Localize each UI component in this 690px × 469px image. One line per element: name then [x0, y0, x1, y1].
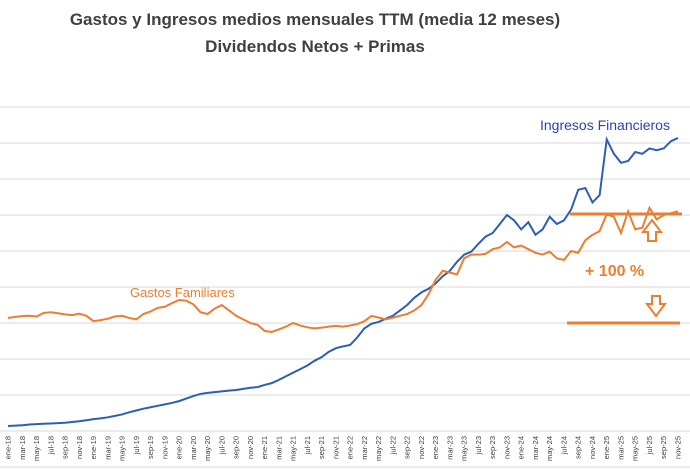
x-tick-label: may-24 — [545, 436, 554, 461]
x-tick-label: mar-20 — [189, 436, 198, 460]
x-tick-label: may-21 — [289, 436, 298, 461]
x-tick-label: may-25 — [631, 436, 640, 461]
x-tick-label: sep-21 — [317, 436, 326, 459]
x-tick-label: sep-23 — [488, 436, 497, 459]
x-tick-label: nov-18 — [75, 436, 84, 459]
x-tick-label: nov-20 — [246, 436, 255, 459]
x-tick-label: nov-23 — [502, 436, 511, 459]
x-tick-label: may-18 — [32, 436, 41, 461]
x-tick-label: ene-20 — [175, 436, 184, 459]
x-tick-label: may-22 — [374, 436, 383, 461]
x-tick-label: ene-25 — [602, 436, 611, 459]
x-tick-label: nov-22 — [417, 436, 426, 459]
x-tick-label: jul-20 — [217, 436, 226, 455]
x-tick-label: ene-24 — [517, 436, 526, 459]
x-tick-label: ene-18 — [4, 436, 13, 459]
series-line — [7, 135, 679, 427]
chart-title: Gastos y Ingresos medios mensuales TTM (… — [70, 10, 560, 29]
x-tick-label: sep-22 — [403, 436, 412, 459]
x-tick-label: mar-18 — [18, 436, 27, 460]
x-tick-label: mar-23 — [445, 436, 454, 460]
x-tick-label: nov-24 — [588, 436, 597, 459]
x-tick-label: mar-22 — [360, 436, 369, 460]
x-tick-label: jul-21 — [303, 436, 312, 455]
x-tick-label: jul-25 — [645, 436, 654, 455]
x-tick-label: may-23 — [460, 436, 469, 461]
x-tick-label: sep-19 — [146, 436, 155, 459]
annotation: + 100 % — [585, 263, 644, 280]
x-tick-label: nov-25 — [674, 436, 683, 459]
x-tick-label: mar-24 — [531, 436, 540, 460]
x-tick-label: sep-18 — [61, 436, 70, 459]
x-tick-label: ene-21 — [260, 436, 269, 459]
x-tick-label: ene-19 — [89, 436, 98, 459]
x-tick-label: may-20 — [203, 436, 212, 461]
arrow-down — [645, 295, 667, 318]
x-tick-label: sep-24 — [574, 436, 583, 459]
x-tick-label: may-19 — [118, 436, 127, 461]
x-tick-label: jul-23 — [474, 436, 483, 455]
x-tick-label: mar-21 — [274, 436, 283, 460]
series-line — [7, 205, 679, 334]
arrow-up — [641, 218, 663, 242]
x-tick-label: jul-24 — [559, 436, 568, 455]
x-tick-label: nov-21 — [331, 436, 340, 459]
x-tick-label: jul-19 — [132, 436, 141, 455]
x-tick-label: jul-22 — [388, 436, 397, 455]
series-label: Ingresos Financieros — [540, 117, 670, 133]
x-tick-label: sep-25 — [659, 436, 668, 459]
x-tick-label: nov-19 — [160, 436, 169, 459]
x-tick-label: mar-19 — [103, 436, 112, 460]
x-tick-label: jul-18 — [46, 436, 55, 455]
x-tick-label: ene-22 — [346, 436, 355, 459]
chart-subtitle: Dividendos Netos + Primas — [205, 37, 425, 56]
x-tick-label: ene-23 — [431, 436, 440, 459]
series-label: Gastos Familiares — [130, 285, 235, 300]
x-tick-label: mar-25 — [616, 436, 625, 460]
x-tick-label: sep-20 — [232, 436, 241, 459]
